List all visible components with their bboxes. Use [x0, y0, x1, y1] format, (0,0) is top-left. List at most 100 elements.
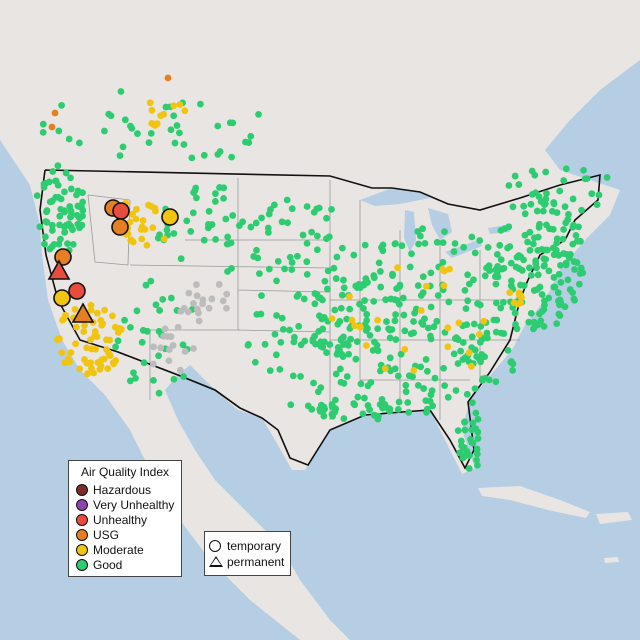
moderate-monitor-marker [133, 205, 140, 213]
moderate-monitor-marker [80, 328, 88, 335]
no-data-monitor-marker [161, 325, 169, 333]
good-monitor-marker [402, 381, 410, 389]
good-monitor-marker [392, 336, 400, 343]
good-monitor-marker [396, 281, 404, 289]
temporary-monitor-marker[interactable] [112, 202, 130, 220]
legend-item-usg: USG [76, 528, 119, 542]
good-monitor-marker [258, 292, 265, 300]
good-monitor-marker [214, 151, 222, 158]
good-monitor-marker [530, 318, 538, 326]
temporary-monitor-marker[interactable] [161, 208, 179, 226]
good-monitor-marker [253, 246, 260, 254]
good-monitor-marker [363, 310, 371, 318]
good-monitor-marker [444, 393, 452, 401]
good-monitor-marker [559, 235, 567, 243]
good-monitor-marker [73, 211, 81, 219]
good-monitor-marker [355, 280, 363, 288]
no-data-monitor-marker [193, 305, 201, 313]
legend-item-permanent: permanent [209, 555, 284, 569]
no-data-monitor-marker [219, 297, 227, 305]
good-monitor-marker [338, 291, 346, 299]
moderate-monitor-marker [106, 352, 114, 359]
good-monitor-marker [494, 262, 502, 270]
good-monitor-marker [543, 190, 550, 197]
good-monitor-marker [535, 193, 543, 201]
good-monitor-marker [520, 282, 528, 289]
good-monitor-marker [526, 228, 534, 236]
good-monitor-marker [197, 100, 204, 108]
temporary-monitor-marker[interactable] [111, 218, 129, 236]
good-monitor-marker [497, 256, 505, 264]
good-monitor-marker [266, 367, 274, 375]
good-monitor-marker [229, 212, 237, 219]
good-monitor-marker [520, 202, 528, 210]
good-monitor-marker [395, 398, 403, 406]
good-monitor-marker [303, 258, 311, 266]
good-monitor-marker [69, 226, 76, 234]
good-monitor-marker [67, 174, 74, 182]
good-monitor-marker [324, 267, 332, 275]
moderate-monitor-marker [139, 217, 147, 224]
moderate-monitor-marker [87, 306, 95, 314]
moderate-monitor-marker [73, 323, 80, 331]
good-monitor-marker [156, 307, 164, 314]
good-monitor-marker [406, 263, 414, 271]
good-monitor-marker [346, 305, 354, 313]
good-monitor-marker [378, 395, 386, 403]
good-monitor-marker [529, 240, 537, 248]
moderate-monitor-marker [444, 343, 452, 351]
good-monitor-marker [332, 275, 340, 282]
moderate-monitor-marker [58, 349, 66, 357]
good-monitor-marker [394, 406, 402, 413]
good-monitor-marker [509, 203, 517, 211]
good-monitor-marker [556, 312, 564, 320]
good-monitor-marker [463, 321, 471, 329]
good-monitor-marker [569, 195, 577, 203]
no-data-monitor-marker [181, 348, 189, 355]
good-monitor-marker [420, 385, 428, 392]
good-monitor-marker [507, 358, 515, 365]
good-monitor-marker [528, 167, 536, 175]
good-monitor-marker [311, 332, 319, 340]
good-monitor-marker [107, 112, 115, 120]
good-monitor-marker [424, 324, 432, 332]
good-monitor-marker [575, 280, 583, 288]
good-monitor-marker [222, 215, 230, 223]
legend-item-moderate: Moderate [76, 543, 144, 557]
no-data-monitor-marker [223, 290, 231, 298]
moderate-monitor-marker [149, 224, 157, 232]
good-monitor-marker [132, 374, 139, 382]
permanent-monitor-marker[interactable] [47, 259, 71, 280]
moderate-monitor-marker [84, 370, 91, 378]
permanent-monitor-marker[interactable] [71, 302, 95, 323]
good-monitor-marker [550, 274, 558, 281]
good-monitor-marker [350, 400, 358, 407]
moderate-monitor-marker [146, 99, 154, 107]
temporary-monitor-marker[interactable] [68, 282, 86, 300]
us-mexico-border [117, 351, 241, 409]
good-monitor-marker [147, 129, 155, 137]
good-monitor-marker [364, 402, 372, 409]
good-monitor-marker [362, 275, 370, 283]
good-monitor-marker [323, 214, 330, 222]
moderate-monitor-marker [517, 299, 524, 307]
good-monitor-marker [399, 294, 407, 302]
moderate-monitor-marker [170, 102, 178, 110]
good-monitor-marker [43, 218, 51, 226]
good-monitor-marker [407, 330, 415, 338]
good-monitor-marker [402, 388, 410, 396]
moderate-monitor-marker [157, 112, 165, 120]
good-monitor-marker [414, 282, 422, 289]
good-monitor-marker [456, 449, 464, 457]
good-monitor-marker [50, 240, 58, 248]
temporary-monitor-marker[interactable] [53, 289, 71, 307]
good-monitor-marker [483, 264, 490, 272]
good-monitor-marker [423, 408, 430, 416]
good-monitor-marker [353, 338, 361, 346]
good-monitor-marker [474, 300, 481, 307]
moderate-monitor-marker [92, 345, 100, 353]
good-monitor-marker [451, 240, 459, 247]
good-monitor-marker [421, 315, 428, 323]
good-monitor-marker [374, 325, 382, 333]
good-monitor-marker [142, 281, 150, 289]
